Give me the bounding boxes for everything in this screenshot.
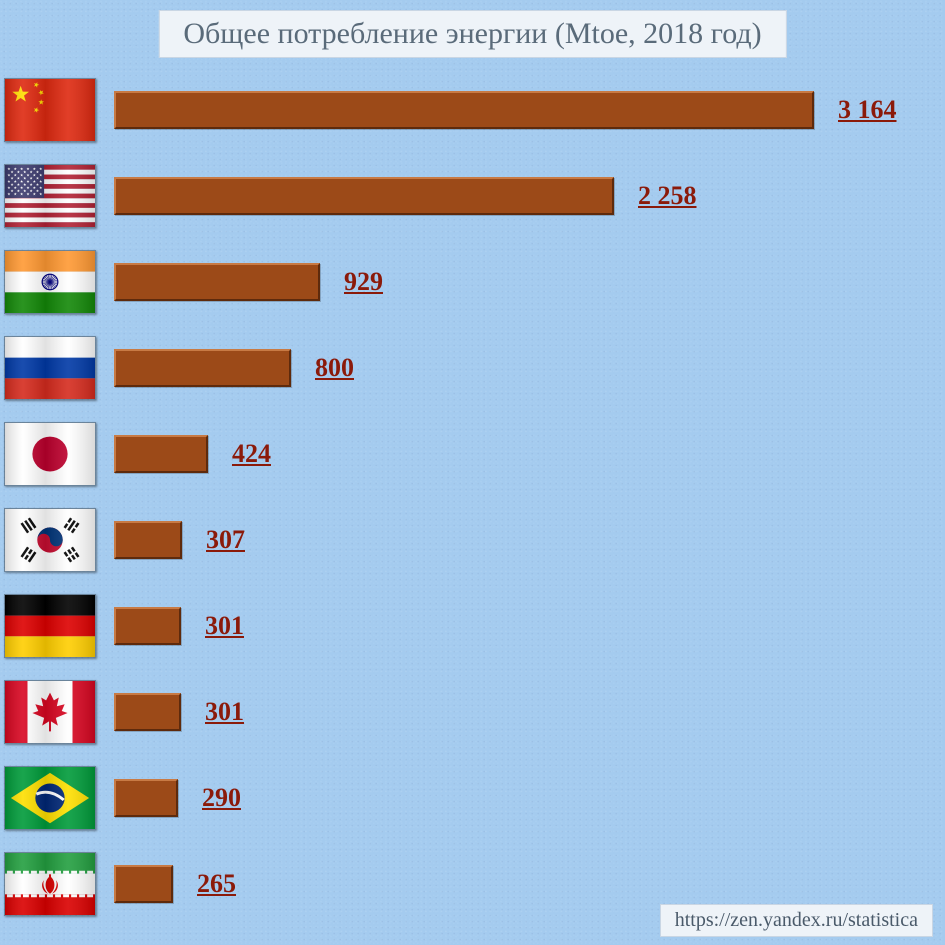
bar	[114, 349, 291, 387]
bar	[114, 177, 614, 215]
bar	[114, 263, 320, 301]
bar-wrap: 307	[114, 521, 941, 559]
bar-value: 2 258	[638, 181, 697, 211]
bar	[114, 693, 181, 731]
bar	[114, 435, 208, 473]
bar-value: 3 164	[838, 95, 897, 125]
bar-wrap: 929	[114, 263, 941, 301]
bar	[114, 91, 814, 129]
bar-row: 424	[4, 414, 941, 494]
bar-wrap: 290	[114, 779, 941, 817]
bar-value: 301	[205, 611, 244, 641]
bar-row: 301	[4, 672, 941, 752]
source-text: https://zen.yandex.ru/statistica	[675, 909, 918, 931]
bar	[114, 521, 182, 559]
bar-row: 307	[4, 500, 941, 580]
flag-icon	[4, 594, 96, 658]
flag-icon	[4, 508, 96, 572]
chart-title-text: Общее потребление энергии (Mtoe, 2018 го…	[183, 17, 761, 50]
bar-value: 800	[315, 353, 354, 383]
bar	[114, 607, 181, 645]
bar-row: 800	[4, 328, 941, 408]
flag-icon	[4, 78, 96, 142]
bar-wrap: 301	[114, 693, 941, 731]
bar-wrap: 2 258	[114, 177, 941, 215]
bar-wrap: 800	[114, 349, 941, 387]
flag-icon	[4, 164, 96, 228]
flag-icon	[4, 336, 96, 400]
flag-icon	[4, 250, 96, 314]
bar-row: 290	[4, 758, 941, 838]
bar-wrap: 301	[114, 607, 941, 645]
flag-icon	[4, 422, 96, 486]
bar	[114, 779, 178, 817]
chart-title: Общее потребление энергии (Mtoe, 2018 го…	[158, 10, 786, 58]
bar-value: 265	[197, 869, 236, 899]
bar-row: 929	[4, 242, 941, 322]
flag-icon	[4, 852, 96, 916]
bar-row: 2 258	[4, 156, 941, 236]
bar-wrap: 265	[114, 865, 941, 903]
bar-value: 929	[344, 267, 383, 297]
flag-icon	[4, 680, 96, 744]
bar-value: 290	[202, 783, 241, 813]
bar	[114, 865, 173, 903]
bar-wrap: 3 164	[114, 91, 941, 129]
bar-value: 307	[206, 525, 245, 555]
bar-rows: 3 164 2 258 929 800 424 307 301 301 290 265	[4, 70, 941, 930]
bar-value: 424	[232, 439, 271, 469]
source-attribution: https://zen.yandex.ru/statistica	[660, 904, 933, 937]
flag-icon	[4, 766, 96, 830]
bar-wrap: 424	[114, 435, 941, 473]
bar-row: 3 164	[4, 70, 941, 150]
bar-row: 301	[4, 586, 941, 666]
bar-value: 301	[205, 697, 244, 727]
